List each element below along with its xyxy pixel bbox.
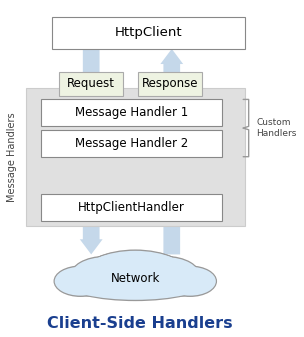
- Text: HttpClientHandler: HttpClientHandler: [78, 201, 185, 214]
- Ellipse shape: [163, 266, 217, 297]
- Ellipse shape: [55, 267, 106, 296]
- Ellipse shape: [71, 275, 111, 295]
- Text: Client-Side Handlers: Client-Side Handlers: [47, 316, 233, 331]
- Ellipse shape: [164, 267, 216, 296]
- Ellipse shape: [67, 268, 204, 300]
- Ellipse shape: [158, 274, 201, 297]
- Bar: [52, 17, 245, 49]
- Ellipse shape: [54, 266, 108, 297]
- Text: Message Handler 2: Message Handler 2: [75, 137, 188, 150]
- Ellipse shape: [70, 274, 112, 297]
- Ellipse shape: [89, 252, 153, 283]
- Ellipse shape: [66, 267, 205, 301]
- Bar: [41, 194, 222, 221]
- Ellipse shape: [119, 253, 180, 282]
- FancyArrow shape: [80, 49, 102, 254]
- Ellipse shape: [87, 274, 135, 299]
- Ellipse shape: [70, 256, 140, 297]
- Text: Message Handlers: Message Handlers: [7, 112, 16, 202]
- Ellipse shape: [136, 274, 183, 299]
- Bar: [59, 72, 123, 96]
- Ellipse shape: [90, 253, 151, 282]
- Ellipse shape: [82, 249, 189, 300]
- Ellipse shape: [83, 251, 188, 299]
- Ellipse shape: [131, 256, 201, 297]
- Text: Response: Response: [142, 78, 199, 90]
- Ellipse shape: [71, 257, 139, 296]
- Ellipse shape: [159, 275, 200, 295]
- Bar: [138, 72, 202, 96]
- Text: HttpClient: HttpClient: [114, 26, 182, 39]
- Ellipse shape: [137, 275, 182, 297]
- Ellipse shape: [132, 257, 200, 296]
- Bar: [41, 99, 222, 126]
- Text: Network: Network: [111, 272, 160, 284]
- FancyArrow shape: [161, 49, 183, 254]
- Text: Request: Request: [67, 78, 115, 90]
- Bar: [26, 88, 245, 226]
- Text: Custom
Handlers: Custom Handlers: [256, 118, 297, 138]
- Ellipse shape: [88, 275, 134, 297]
- Ellipse shape: [118, 252, 181, 283]
- Text: Message Handler 1: Message Handler 1: [75, 106, 188, 119]
- Bar: [41, 130, 222, 157]
